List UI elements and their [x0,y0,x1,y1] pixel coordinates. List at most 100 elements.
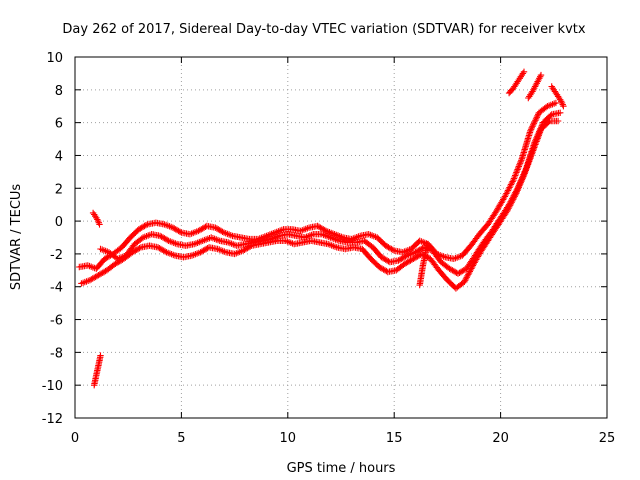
data-point-fill [532,115,540,122]
data-point [97,352,104,359]
data-point-fill [176,228,184,235]
data-point-fill [509,194,517,201]
data-point-fill [527,126,535,133]
data-point-fill [534,133,541,140]
data-point-fill [532,136,540,143]
data-point-fill [517,179,524,186]
data-point [514,185,521,192]
data-point-fill [535,130,542,137]
series-segment-spike [416,240,431,289]
data-point [554,117,562,125]
data-point-fill [504,187,512,194]
data-point-fill [529,123,536,130]
data-point-fill [465,271,472,278]
data-point-fill [513,167,521,175]
data-point-fill [161,248,169,255]
data-point-fill [518,176,525,183]
data-point [537,71,545,79]
data-point-fill [530,121,537,128]
data-point [520,68,528,75]
y-tick-label: -4 [50,281,63,296]
data-point-fill [531,118,538,125]
data-marks [76,68,567,389]
data-point-fill [519,174,526,181]
data-point-fill [219,228,226,235]
data-point-fill [512,188,520,195]
data-point-fill [521,169,528,177]
y-axis-ticks: -12 -10 -8 -6 -4 -2 0 2 4 6 8 10 [42,51,607,427]
y-tick-label: 10 [46,51,63,66]
data-point-fill [515,164,522,172]
data-point-fill [513,186,521,193]
y-tick-label: -12 [42,412,63,427]
data-point-fill [547,112,554,119]
data-point-fill [462,277,469,284]
plot-frame [74,56,608,419]
data-point-fill [465,269,473,277]
y-tick-label: 2 [55,182,63,197]
data-point-fill [389,246,396,253]
x-tick-label: 20 [492,431,509,446]
x-axis-label: GPS time / hours [287,461,396,476]
series-segment-early-high [89,209,103,228]
data-point [557,109,564,116]
series-segment-late-a [505,68,528,97]
data-point-fill [532,117,539,124]
data-point [501,193,509,200]
data-point-fill [521,168,528,175]
data-point-fill [321,226,328,234]
series-segment-late-b [525,71,545,102]
y-tick-label: -2 [50,248,63,263]
data-point-fill [513,169,520,176]
x-tick-label: 25 [599,431,616,446]
data-point-fill [515,182,523,189]
data-point [96,221,103,228]
y-tick-label: 6 [55,117,63,132]
data-point-fill [533,134,540,141]
data-point-fill [462,275,470,282]
data-point-fill [517,158,524,165]
data-point [531,139,538,146]
data-point-fill [516,160,524,167]
data-point-fill [528,124,535,131]
data-point-fill [536,127,544,134]
data-point-fill [514,166,521,173]
data-point-fill [164,236,171,244]
data-point [424,240,431,248]
chart-title: Day 262 of 2017, Sidereal Day-to-day VTE… [62,22,585,37]
data-point-fill [504,188,511,196]
data-point-fill [522,166,529,174]
data-point-fill [506,200,514,207]
data-point-fill [512,172,519,179]
data-point-fill [537,125,544,132]
x-tick-label: 0 [71,431,79,446]
series-band-lower [78,117,562,292]
series-band-upper [76,99,560,272]
data-point-fill [516,180,523,187]
data-point-fill [507,198,514,205]
data-point-fill [516,161,523,168]
y-tick-label: -6 [50,314,63,329]
data-point-fill [536,128,543,135]
data-point-fill [511,173,518,181]
data-point-fill [506,184,513,191]
data-point-fill [509,178,516,185]
x-axis-ticks: 0 5 10 15 20 25 [71,57,615,446]
series-segment-early-low [91,352,104,389]
data-point [552,99,560,107]
y-tick-label: 0 [55,215,63,230]
data-point-fill [517,177,525,184]
series-band-mid [97,109,564,277]
grid [75,57,607,418]
y-tick-label: 8 [55,84,63,99]
y-axis-label: SDTVAR / TECUs [9,184,24,291]
data-point-fill [533,114,540,121]
x-tick-label: 15 [386,431,403,446]
x-tick-label: 10 [280,431,297,446]
series-segment-late-c [548,83,567,110]
y-tick-label: 4 [55,149,63,164]
data-point-fill [507,182,514,190]
data-point-fill [538,122,546,129]
data-point-fill [142,222,150,229]
